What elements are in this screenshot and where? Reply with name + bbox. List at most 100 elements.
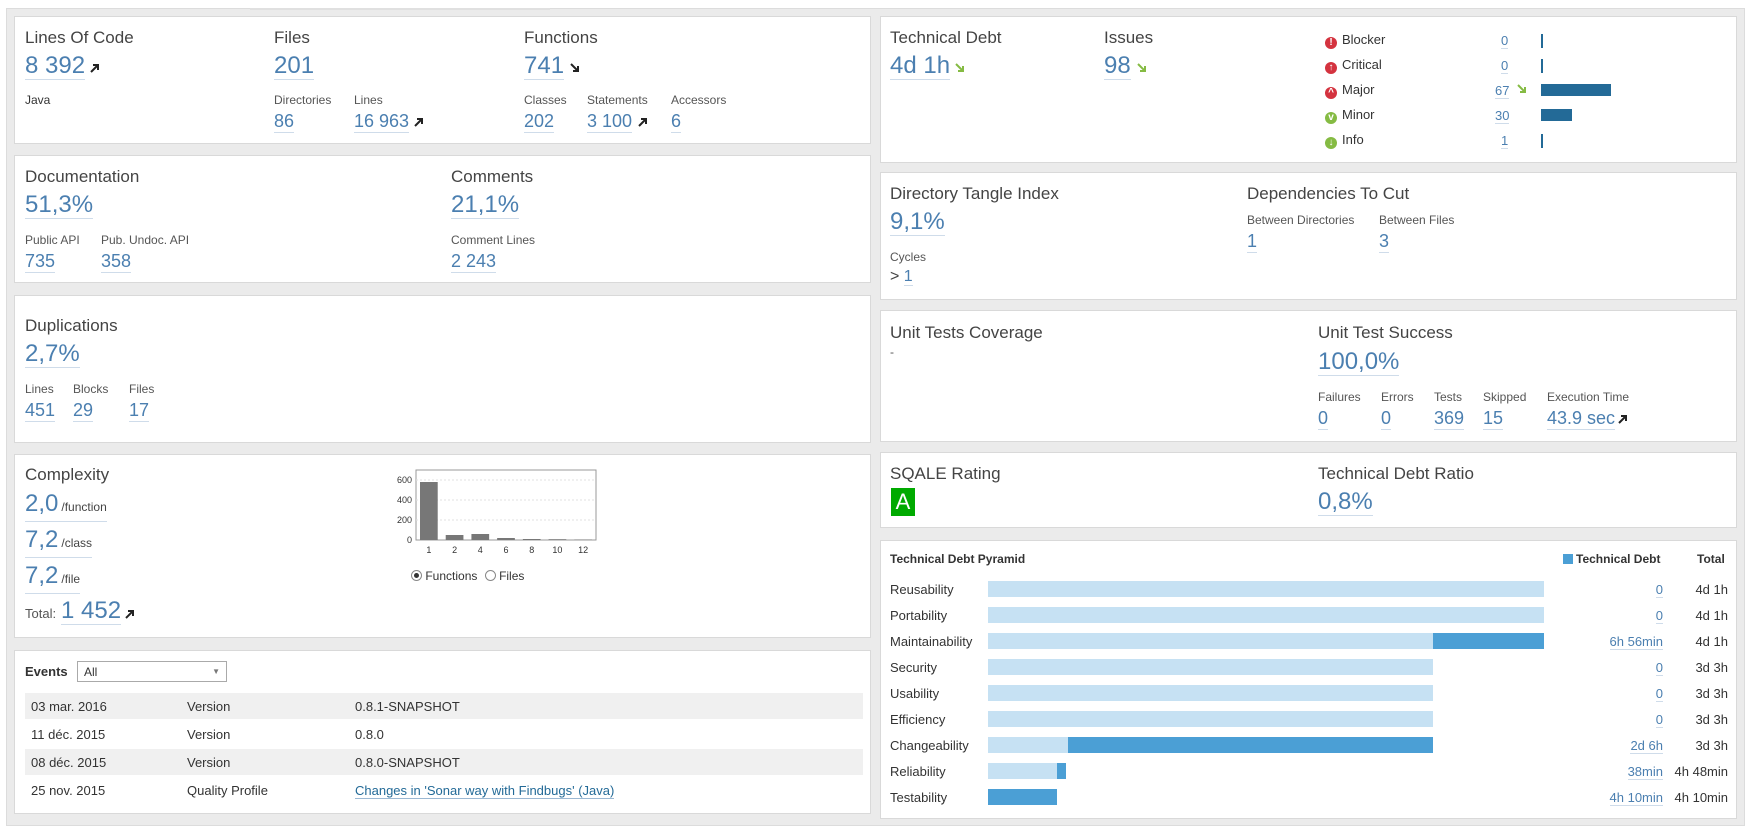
- pyramid-debt-link[interactable]: 0: [1655, 686, 1663, 702]
- pyramid-row-label: Testability: [890, 790, 948, 805]
- statements-label: Statements: [587, 93, 648, 107]
- event-row: 25 nov. 2015 Quality Profile Changes in 'S…: [25, 777, 863, 803]
- issues-label: Issues: [1104, 28, 1154, 47]
- lines-of-code-value[interactable]: 8 392: [25, 52, 86, 80]
- tangle-index-value[interactable]: 9,1%: [890, 208, 945, 236]
- files-radio-label[interactable]: Files: [499, 569, 525, 583]
- pyramid-debt-link[interactable]: 0: [1655, 608, 1663, 624]
- severity-count[interactable]: 67: [1495, 83, 1510, 99]
- severity-major[interactable]: ^ Major: [1325, 82, 1375, 99]
- event-name[interactable]: Changes in 'Sonar way with Findbugs' (Ja…: [355, 783, 615, 799]
- unit-test-success-value[interactable]: 100,0%: [1318, 348, 1400, 376]
- pyramid-debt-link[interactable]: 0: [1655, 660, 1663, 676]
- severity-critical[interactable]: ↑ Critical: [1325, 57, 1382, 74]
- pyramid-total-bar: [988, 763, 1066, 779]
- failures-value[interactable]: 0: [1318, 408, 1329, 430]
- technical-debt-value[interactable]: 4d 1h: [890, 52, 951, 80]
- design-widget: [880, 172, 1737, 300]
- complexity-per-class[interactable]: 7,2/class: [25, 526, 93, 558]
- errors-value[interactable]: 0: [1381, 408, 1392, 430]
- files-radio[interactable]: [484, 570, 496, 581]
- event-date: 03 mar. 2016: [31, 699, 107, 714]
- critical-icon: ↑: [1325, 62, 1337, 74]
- severity-bar: [1541, 34, 1543, 48]
- complexity-per-function[interactable]: 2,0/function: [25, 490, 107, 522]
- pyramid-legend-label: Technical Debt: [1576, 552, 1661, 566]
- complexity-radio-group: Functions Files: [411, 569, 524, 583]
- classes-value[interactable]: 202: [524, 111, 555, 133]
- comment-lines-value[interactable]: 2 243: [451, 251, 497, 273]
- tangle-index-label: Directory Tangle Index: [890, 184, 1059, 203]
- functions-radio[interactable]: [411, 570, 422, 581]
- chart-bar: [574, 539, 592, 540]
- chart-x-tick-label: 1: [426, 545, 431, 555]
- between-directories-value[interactable]: 1: [1247, 231, 1258, 253]
- severity-count[interactable]: 30: [1495, 108, 1510, 124]
- pyramid-debt-link[interactable]: 38min: [1627, 764, 1663, 780]
- files-label: Files: [274, 28, 310, 47]
- functions-radio-label[interactable]: Functions: [425, 569, 478, 583]
- skipped-value[interactable]: 15: [1483, 408, 1504, 430]
- files-value[interactable]: 201: [274, 52, 315, 80]
- comments-label: Comments: [451, 167, 534, 186]
- info-icon: ↓: [1325, 137, 1337, 149]
- statements-value[interactable]: 3 100: [587, 111, 633, 133]
- dup-lines-value[interactable]: 451: [25, 400, 56, 422]
- pub-undoc-api-value[interactable]: 358: [101, 251, 132, 273]
- top-divider: [250, 8, 550, 10]
- pyramid-debt-link[interactable]: 2d 6h: [1630, 738, 1663, 754]
- cycles-row: > 1: [890, 268, 913, 286]
- chart-x-tick-label: 12: [578, 545, 588, 555]
- blocker-icon: !: [1325, 37, 1337, 49]
- dup-files-value[interactable]: 17: [129, 400, 150, 422]
- severity-label: Info: [1342, 132, 1364, 147]
- functions-value[interactable]: 741: [524, 52, 565, 80]
- severity-minor[interactable]: v Minor: [1325, 107, 1375, 124]
- execution-time-value[interactable]: 43.9 sec: [1547, 408, 1616, 430]
- cycles-value[interactable]: 1: [903, 268, 913, 286]
- pyramid-debt-bar: [988, 789, 1057, 805]
- pyramid-total-value: 3d 3h: [1695, 738, 1728, 753]
- trend-up-icon: [125, 610, 134, 619]
- severity-bar: [1541, 134, 1543, 148]
- tests-value[interactable]: 369: [1434, 408, 1465, 430]
- chart-x-tick-label: 2: [452, 545, 457, 555]
- duplications-value[interactable]: 2,7%: [25, 340, 80, 368]
- chart-y-tick-label: 400: [397, 495, 412, 505]
- pyramid-title: Technical Debt Pyramid: [890, 552, 1026, 566]
- severity-count[interactable]: 0: [1501, 33, 1509, 49]
- severity-count[interactable]: 0: [1501, 58, 1509, 74]
- dup-files-label: Files: [129, 382, 155, 396]
- directories-value[interactable]: 86: [274, 111, 295, 133]
- chart-y-tick-label: 600: [397, 475, 412, 485]
- severity-count[interactable]: 1: [1501, 133, 1509, 149]
- public-api-value[interactable]: 735: [25, 251, 56, 273]
- severity-label: Major: [1342, 82, 1375, 97]
- pyramid-debt-link[interactable]: 4h 10min: [1609, 790, 1663, 806]
- between-files-value[interactable]: 3: [1379, 231, 1390, 253]
- comment-lines-label: Comment Lines: [451, 233, 536, 247]
- technical-debt-label: Technical Debt: [890, 28, 1002, 47]
- pyramid-total-value: 4d 1h: [1695, 608, 1728, 623]
- complexity-per-file[interactable]: 7,2/file: [25, 562, 81, 594]
- comments-value[interactable]: 21,1%: [451, 191, 520, 219]
- dup-blocks-value[interactable]: 29: [73, 400, 94, 422]
- complexity-total-value[interactable]: 1 452: [61, 597, 122, 625]
- accessors-value[interactable]: 6: [671, 111, 682, 133]
- events-filter-select[interactable]: All ▼: [77, 661, 227, 682]
- severity-blocker[interactable]: ! Blocker: [1325, 32, 1385, 49]
- technical-debt-ratio-value[interactable]: 0,8%: [1318, 488, 1373, 516]
- sqale-rating-badge[interactable]: A: [891, 488, 915, 516]
- errors-label: Errors: [1381, 390, 1414, 404]
- lines-value[interactable]: 16 963: [354, 111, 410, 133]
- pyramid-debt-link[interactable]: 6h 56min: [1609, 634, 1663, 650]
- chart-bar: [522, 539, 541, 540]
- pyramid-debt-link[interactable]: 0: [1655, 712, 1663, 728]
- pyramid-debt-link[interactable]: 0: [1655, 582, 1663, 598]
- severity-info[interactable]: ↓ Info: [1325, 132, 1364, 149]
- pyramid-row-label: Changeability: [890, 738, 969, 753]
- issues-value[interactable]: 98: [1104, 52, 1131, 80]
- language-label: Java: [25, 93, 51, 107]
- documentation-value[interactable]: 51,3%: [25, 191, 94, 219]
- chart-bar: [420, 482, 438, 540]
